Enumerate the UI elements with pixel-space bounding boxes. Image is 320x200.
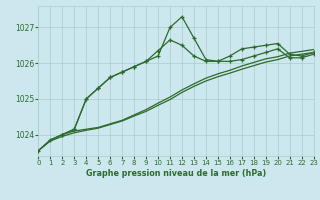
X-axis label: Graphe pression niveau de la mer (hPa): Graphe pression niveau de la mer (hPa) <box>86 169 266 178</box>
